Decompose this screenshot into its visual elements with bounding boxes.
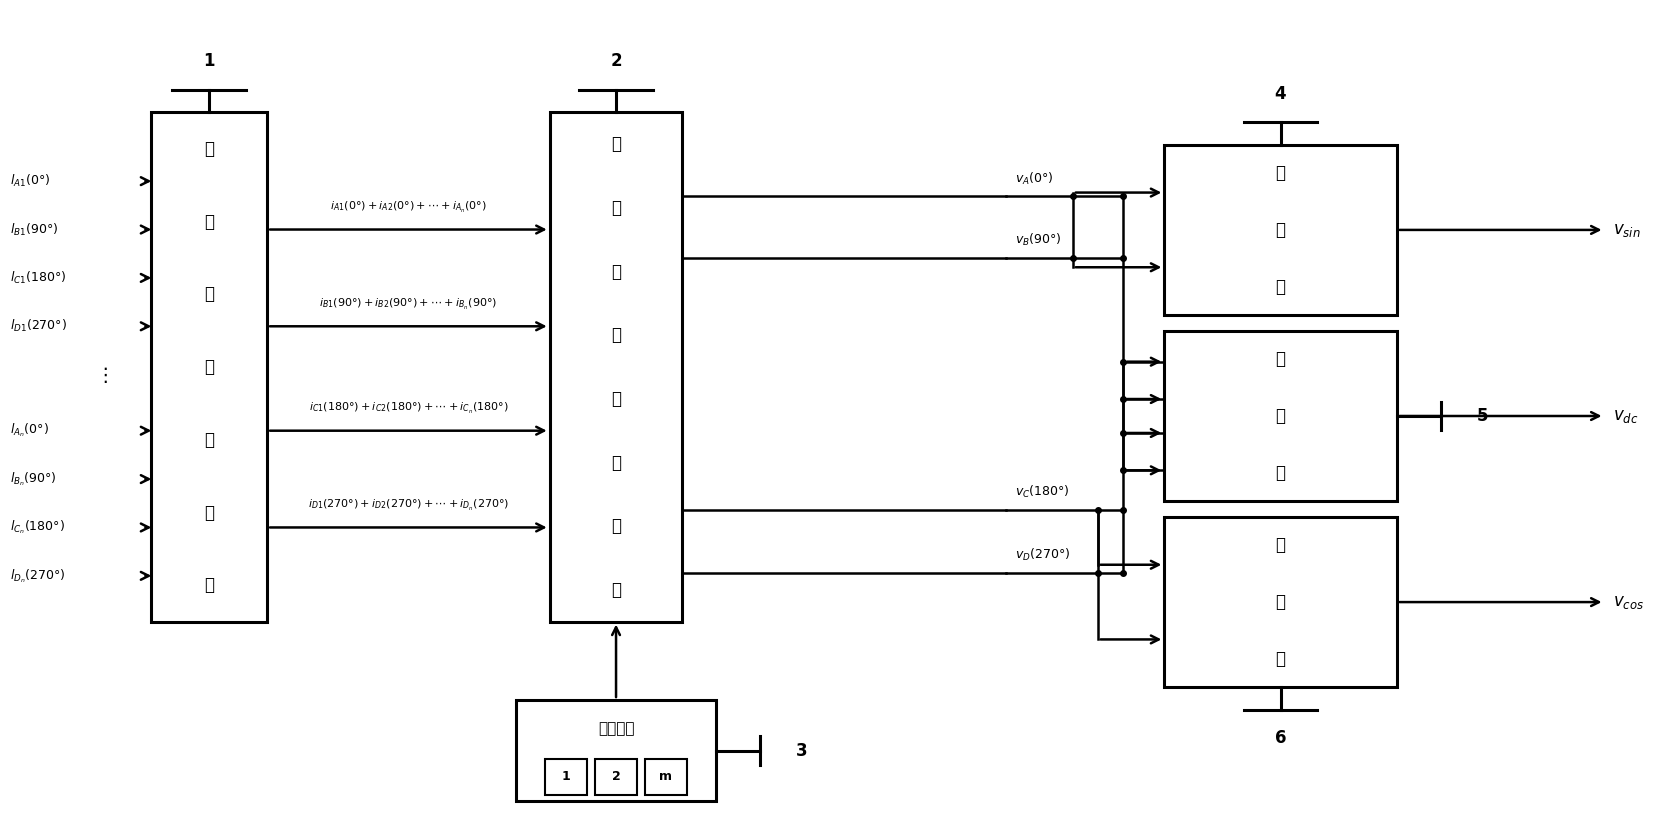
Bar xyxy=(549,112,682,622)
Text: 法: 法 xyxy=(1276,593,1286,611)
Text: 光: 光 xyxy=(205,140,215,158)
Text: $l_{C_n}(180°)$: $l_{C_n}(180°)$ xyxy=(10,518,65,537)
Text: $v_{dc}$: $v_{dc}$ xyxy=(1612,407,1639,425)
Text: $i_{D1}(270°)+i_{D2}(270°)+\cdots+i_{D_n}(270°)$: $i_{D1}(270°)+i_{D2}(270°)+\cdots+i_{D_n… xyxy=(308,498,509,513)
Text: $v_{sin}$: $v_{sin}$ xyxy=(1612,221,1641,239)
Text: 6: 6 xyxy=(1275,730,1286,747)
Text: $v_A(0°)$: $v_A(0°)$ xyxy=(1015,171,1053,186)
Text: 放: 放 xyxy=(611,390,621,408)
Text: 1: 1 xyxy=(203,52,215,70)
Text: 列: 列 xyxy=(205,577,215,594)
Text: $i_{B1}(90°)+i_{B2}(90°)+\cdots+i_{B_n}(90°)$: $i_{B1}(90°)+i_{B2}(90°)+\cdots+i_{B_n}(… xyxy=(319,297,498,312)
Text: 3: 3 xyxy=(795,741,807,760)
Text: 器: 器 xyxy=(1276,650,1286,667)
Text: 4: 4 xyxy=(1275,85,1286,102)
Text: $l_{C1}(180°)$: $l_{C1}(180°)$ xyxy=(10,270,67,286)
Bar xyxy=(1165,331,1396,501)
Text: $v_D(270°)$: $v_D(270°)$ xyxy=(1015,547,1070,563)
Text: m: m xyxy=(659,770,672,783)
Text: 减: 减 xyxy=(1276,537,1286,554)
Text: 1: 1 xyxy=(562,770,571,783)
Text: 增: 增 xyxy=(611,136,621,153)
Text: 器: 器 xyxy=(1276,463,1286,482)
Text: $l_{B1}(90°)$: $l_{B1}(90°)$ xyxy=(10,221,58,238)
Bar xyxy=(1165,518,1396,687)
Text: 器: 器 xyxy=(1276,278,1286,295)
Text: 2: 2 xyxy=(612,770,621,783)
Text: 探: 探 xyxy=(205,285,215,304)
Text: 修调接口: 修调接口 xyxy=(597,721,634,735)
Text: $l_{A_n}(0°)$: $l_{A_n}(0°)$ xyxy=(10,422,48,439)
Text: 减: 减 xyxy=(1276,165,1286,182)
Text: 调: 调 xyxy=(611,326,621,344)
Text: 法: 法 xyxy=(1276,221,1286,239)
Text: $\vdots$: $\vdots$ xyxy=(95,364,108,384)
Text: $v_B(90°)$: $v_B(90°)$ xyxy=(1015,231,1062,248)
Text: 电: 电 xyxy=(611,518,621,535)
Bar xyxy=(1165,145,1396,314)
Text: $l_{D_n}(270°)$: $l_{D_n}(270°)$ xyxy=(10,567,65,585)
Text: 可: 可 xyxy=(611,263,621,280)
Text: 益: 益 xyxy=(611,199,621,217)
Text: 路: 路 xyxy=(611,581,621,599)
Text: 器: 器 xyxy=(205,431,215,448)
Text: $i_{A1}(0°)+i_{A2}(0°)+\cdots+i_{A_n}(0°)$: $i_{A1}(0°)+i_{A2}(0°)+\cdots+i_{A_n}(0°… xyxy=(329,201,488,215)
Bar xyxy=(516,700,716,801)
Text: $i_{C1}(180°)+i_{C2}(180°)+\cdots+i_{C_n}(180°)$: $i_{C1}(180°)+i_{C2}(180°)+\cdots+i_{C_n… xyxy=(308,401,508,416)
Bar xyxy=(151,112,268,622)
Text: $v_{cos}$: $v_{cos}$ xyxy=(1612,593,1644,611)
Bar xyxy=(646,759,687,795)
Text: 法: 法 xyxy=(1276,407,1286,425)
Bar xyxy=(596,759,637,795)
Bar xyxy=(546,759,587,795)
Text: $l_{D1}(270°)$: $l_{D1}(270°)$ xyxy=(10,318,67,334)
Text: $l_{B_n}(90°)$: $l_{B_n}(90°)$ xyxy=(10,470,57,488)
Text: 2: 2 xyxy=(611,52,622,70)
Text: 加: 加 xyxy=(1276,350,1286,369)
Text: $v_C(180°)$: $v_C(180°)$ xyxy=(1015,483,1070,500)
Text: 阵: 阵 xyxy=(205,503,215,522)
Text: 电: 电 xyxy=(205,212,215,230)
Text: $l_{A1}(0°)$: $l_{A1}(0°)$ xyxy=(10,173,50,189)
Text: 测: 测 xyxy=(205,358,215,376)
Text: 大: 大 xyxy=(611,453,621,472)
Text: 5: 5 xyxy=(1476,407,1488,425)
